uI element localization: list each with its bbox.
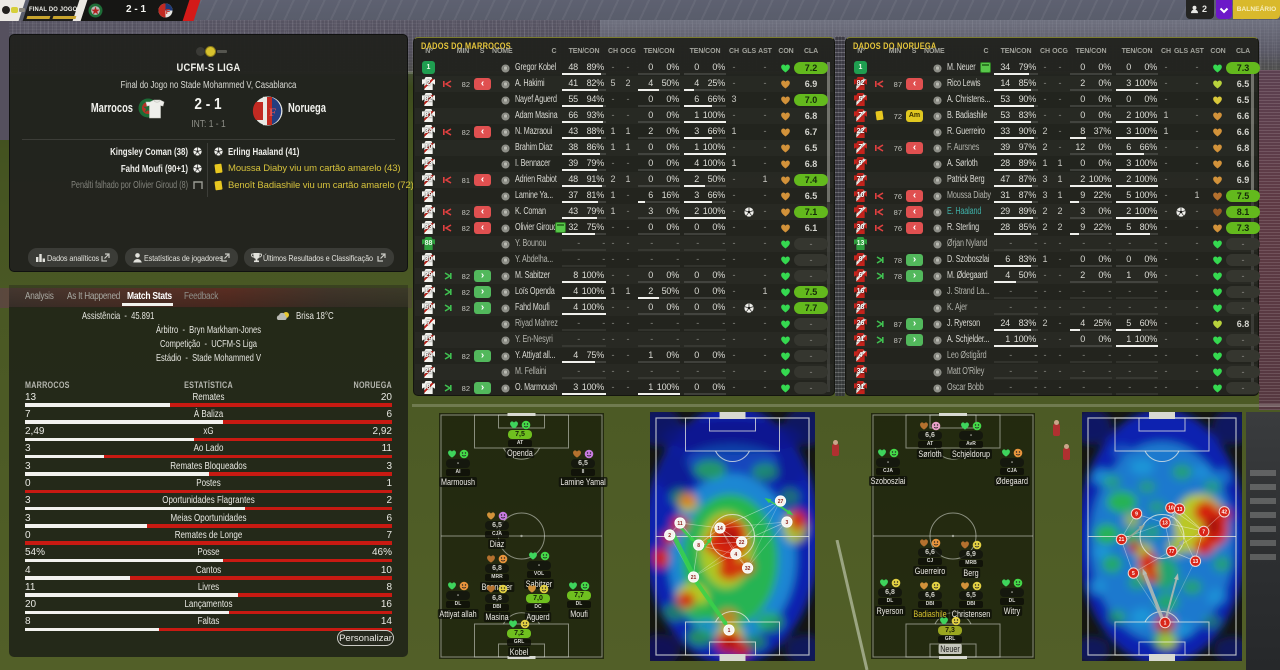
svg-text:14: 14 (717, 526, 723, 532)
svg-text:5: 5 (1132, 571, 1135, 577)
svg-text:F: F (166, 9, 171, 16)
svg-text:9: 9 (1135, 512, 1138, 518)
svg-text:42: 42 (1222, 510, 1228, 516)
svg-text:13: 13 (1193, 559, 1199, 565)
svg-text:10: 10 (1168, 506, 1174, 512)
svg-text:27: 27 (778, 499, 784, 505)
svg-text:3: 3 (786, 520, 789, 526)
svg-text:1: 1 (728, 628, 731, 634)
svg-text:2: 2 (668, 533, 671, 539)
svg-text:21: 21 (691, 575, 697, 581)
svg-text:F: F (269, 105, 276, 119)
svg-text:22: 22 (739, 540, 745, 546)
svg-text:4: 4 (734, 552, 737, 558)
svg-text:11: 11 (677, 521, 683, 527)
svg-text:21: 21 (1119, 537, 1125, 543)
svg-text:13: 13 (1162, 521, 1168, 527)
svg-text:8: 8 (697, 543, 700, 549)
svg-text:1: 1 (1164, 620, 1167, 626)
svg-text:32: 32 (745, 566, 751, 572)
svg-text:77: 77 (1169, 549, 1175, 555)
svg-text:13: 13 (1177, 507, 1183, 513)
svg-text:7: 7 (1202, 529, 1205, 535)
